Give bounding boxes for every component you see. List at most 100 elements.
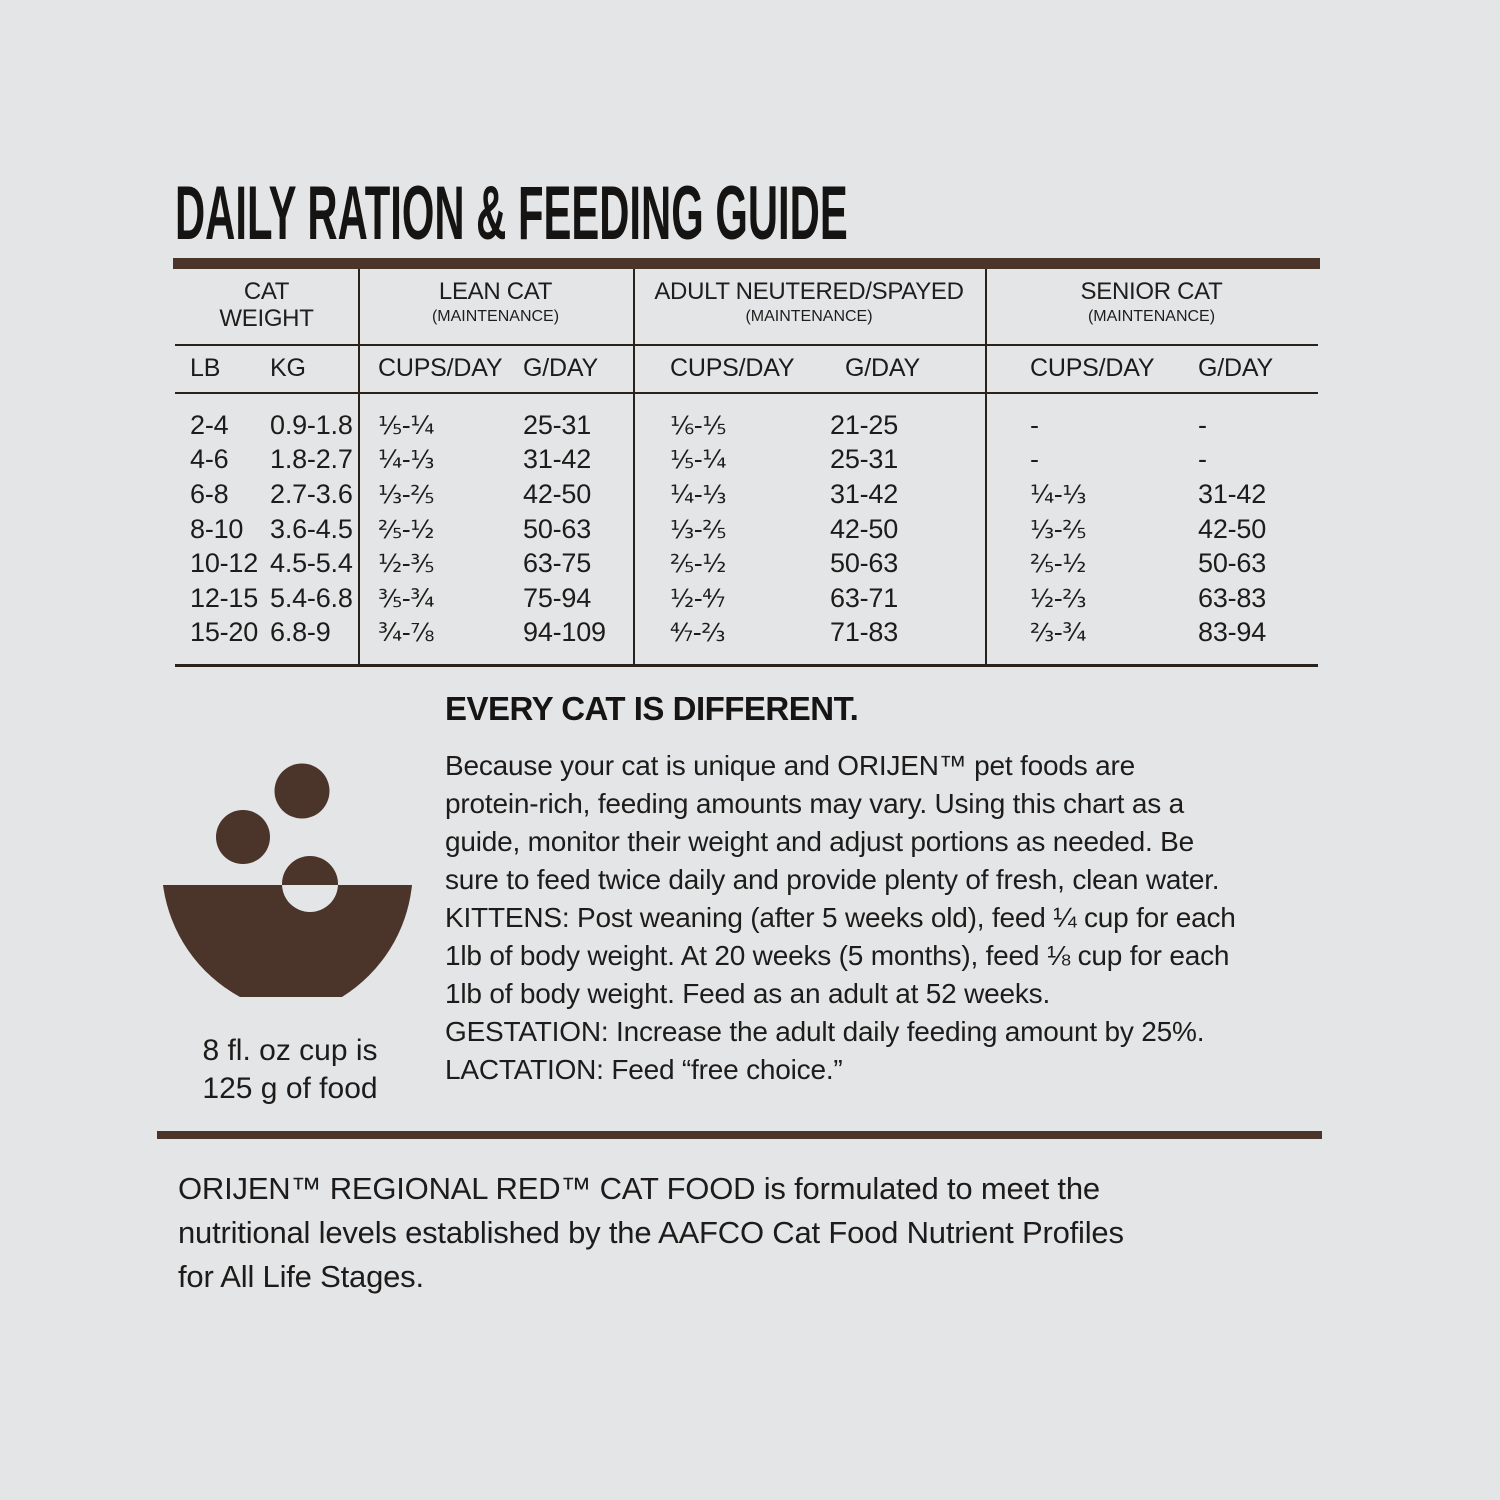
table-column-divider — [985, 269, 987, 666]
table-cell: ⅗-¾ — [378, 583, 434, 613]
text-line: SENIOR CAT — [1080, 278, 1223, 305]
table-cell: 50-63 — [830, 548, 899, 579]
table-cell: 31-42 — [830, 478, 899, 509]
column-header-g-day: G/DAY — [1198, 354, 1273, 382]
table-cell: 2.7-3.6 — [270, 478, 353, 509]
table-bottom-line — [175, 664, 1318, 667]
table-row: 6-8 2.7-3.6 ⅓-⅖ 42-50 ¼-⅓ 31-42 ¼-⅓ 31-42 — [175, 477, 1318, 512]
aafco-statement: ORIJEN™ REGIONAL RED™ CAT FOOD is formul… — [178, 1167, 1428, 1299]
table-cell: ⅖-½ — [1030, 549, 1086, 579]
table-row: 4-6 1.8-2.7 ¼-⅓ 31-42 ⅕-¼ 25-31 - - — [175, 443, 1318, 478]
table-cell: 50-63 — [1198, 548, 1267, 579]
table-cell: 83-94 — [1198, 617, 1267, 648]
table-cell: 63-83 — [1198, 582, 1267, 613]
info-heading: EVERY CAT IS DIFFERENT. — [445, 690, 859, 727]
feeding-table: CAT WEIGHT LEAN CAT (MAINTENANCE) ADULT N… — [173, 258, 1320, 669]
table-cell: 63-71 — [830, 582, 899, 613]
table-cell: ½-⅔ — [1030, 583, 1086, 613]
table-cell: 15-20 — [190, 617, 259, 648]
table-cell: ⅖-½ — [378, 514, 434, 544]
column-group-subtitle: (MAINTENANCE) — [431, 308, 560, 325]
text-line: 125 g of food — [202, 1072, 378, 1105]
table-cell: ⅙-⅕ — [670, 410, 726, 440]
column-header-lb: LB — [190, 354, 221, 382]
table-cell: ¾-⅞ — [378, 618, 434, 648]
table-cell: 42-50 — [1198, 513, 1267, 544]
text-line: KITTENS: Post weaning (after 5 weeks old… — [445, 902, 1236, 933]
table-cell: ⅔-¾ — [1030, 618, 1086, 648]
table-cell: ⅕-¼ — [670, 445, 726, 475]
table-cell: 31-42 — [523, 444, 592, 475]
text-line: LEAN CAT — [438, 278, 553, 305]
text-line: ORIJEN™ REGIONAL RED™ CAT FOOD is formul… — [178, 1171, 1100, 1206]
table-divider-line — [175, 344, 1318, 346]
table-cell: 6.8-9 — [270, 617, 331, 648]
table-cell: ⅓-⅖ — [1030, 514, 1086, 544]
text-line: 8 fl. oz cup is — [202, 1034, 378, 1067]
column-group-title: LEAN CAT — [358, 278, 633, 305]
table-cell: 63-75 — [523, 548, 592, 579]
column-header-g-day: G/DAY — [523, 354, 598, 382]
table-cell: 31-42 — [1198, 478, 1267, 509]
table-cell: 6-8 — [190, 478, 229, 509]
column-group-title: SENIOR CAT — [985, 278, 1318, 305]
table-cell: ¼-⅓ — [670, 479, 726, 509]
food-bowl-icon — [163, 763, 412, 997]
table-cell: 25-31 — [523, 409, 592, 440]
table-cell: - — [1030, 445, 1039, 475]
table-cell: ⅕-¼ — [378, 410, 434, 440]
table-row: 12-15 5.4-6.8 ⅗-¾ 75-94 ½-⁴⁄₇ 63-71 ½-⅔ 63-83 — [175, 581, 1318, 616]
column-group-cat-weight: CAT WEIGHT — [175, 278, 358, 332]
table-row: 15-20 6.8-9 ¾-⅞ 94-109 ⁴⁄₇-⅔ 71-83 ⅔-¾ 83-94 — [175, 616, 1318, 651]
column-header-cups-day: CUPS/DAY — [1030, 354, 1155, 382]
cup-measure-note: 8 fl. oz cup is 125 g of food — [150, 1032, 430, 1108]
text-line: CAT — [243, 278, 290, 305]
text-line: sure to feed twice daily and provide ple… — [445, 864, 1220, 895]
text-line: ADULT NEUTERED/SPAYED — [654, 278, 964, 305]
table-cell: 1.8-2.7 — [270, 444, 353, 475]
table-cell: - — [1198, 444, 1207, 475]
table-cell: ⅖-½ — [670, 549, 726, 579]
table-cell: ⅓-⅖ — [670, 514, 726, 544]
table-cell: 5.4-6.8 — [270, 582, 353, 613]
table-row: 2-4 0.9-1.8 ⅕-¼ 25-31 ⅙-⅕ 21-25 - - — [175, 408, 1318, 443]
text-line: guide, monitor their weight and adjust p… — [445, 826, 1194, 857]
table-cell: 2-4 — [190, 409, 229, 440]
table-top-rule — [173, 258, 1320, 269]
table-cell: 50-63 — [523, 513, 592, 544]
text-line: for All Life Stages. — [178, 1259, 424, 1294]
table-row: 10-12 4.5-5.4 ½-⅗ 63-75 ⅖-½ 50-63 ⅖-½ 50-63 — [175, 546, 1318, 581]
table-column-divider — [358, 269, 360, 666]
table-cell: 42-50 — [523, 478, 592, 509]
table-cell: 71-83 — [830, 617, 899, 648]
table-cell: - — [1030, 410, 1039, 440]
table-cell: 94-109 — [523, 617, 606, 648]
column-group-senior-cat: SENIOR CAT (MAINTENANCE) — [985, 278, 1318, 326]
table-column-divider — [633, 269, 635, 666]
table-cell: 4-6 — [190, 444, 229, 475]
footer-rule — [157, 1131, 1322, 1139]
text-line: 1lb of body weight. Feed as an adult at … — [445, 978, 1051, 1009]
table-group-header-row: CAT WEIGHT LEAN CAT (MAINTENANCE) ADULT N… — [175, 278, 1318, 344]
table-cell: 8-10 — [190, 513, 244, 544]
text-line: LACTATION: Feed “free choice.” — [445, 1054, 843, 1085]
table-cell: 3.6-4.5 — [270, 513, 353, 544]
table-cell: 42-50 — [830, 513, 899, 544]
table-cell: 4.5-5.4 — [270, 548, 353, 579]
text-line: 1lb of body weight. At 20 weeks (5 month… — [445, 940, 1230, 971]
table-cell: 75-94 — [523, 582, 592, 613]
table-subheader-row: LB KG CUPS/DAY G/DAY CUPS/DAY G/DAY CUPS… — [175, 354, 1318, 383]
table-cell: 25-31 — [830, 444, 899, 475]
column-header-cups-day: CUPS/DAY — [378, 354, 503, 382]
column-header-kg: KG — [270, 354, 306, 382]
table-row: 8-10 3.6-4.5 ⅖-½ 50-63 ⅓-⅖ 42-50 ⅓-⅖ 42-50 — [175, 512, 1318, 547]
page-title: DAILY RATION & FEEDING GUIDE — [175, 171, 848, 256]
column-group-title: ADULT NEUTERED/SPAYED — [633, 278, 985, 305]
table-cell: 21-25 — [830, 409, 899, 440]
column-group-subtitle: (MAINTENANCE) — [1087, 308, 1216, 325]
info-paragraph: Because your cat is unique and ORIJEN™ p… — [445, 747, 1385, 1089]
table-cell: ¼-⅓ — [378, 445, 434, 475]
text-line: Because your cat is unique and ORIJEN™ p… — [445, 750, 1135, 781]
table-cell: ⁴⁄₇-⅔ — [670, 618, 725, 648]
